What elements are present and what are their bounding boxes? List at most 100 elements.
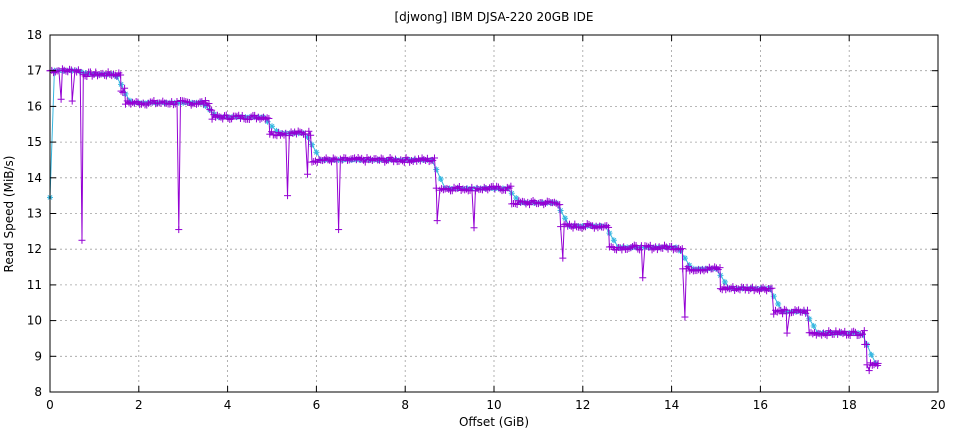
raw-point [406,158,414,166]
raw-point [113,72,121,80]
raw-point [109,70,117,78]
axis-ticks: 0 2 4 6 8 10 12 14 16 18 20 8 9 10 11 12 13 14 15 16 17 18 [27,28,946,412]
raw-point [639,274,647,282]
raw-point [816,330,824,338]
raw-point [193,100,201,108]
raw-point [213,111,221,119]
raw-point [307,131,315,139]
star-d2 [558,208,564,213]
smoothed-point [810,322,817,329]
raw-point [462,185,470,193]
raw-point [768,284,776,292]
y-tick-label: 14 [27,171,42,185]
raw-point [194,99,202,107]
star-d2 [309,142,315,148]
raw-point [678,245,686,253]
raw-point [757,285,765,293]
raw-point [748,283,756,291]
raw-point [448,187,456,195]
raw-point [379,155,387,163]
star-d2 [722,279,728,285]
raw-point [57,95,65,103]
y-tick-label: 10 [27,314,42,328]
raw-point [482,185,490,193]
raw-point [855,332,863,340]
smoothed-point [437,175,444,182]
raw-point [486,184,494,192]
raw-point [578,224,586,232]
raw-point [688,266,696,274]
raw-point [585,220,593,228]
star-d2 [682,255,688,261]
star-d2 [811,323,817,329]
raw-point [569,224,577,232]
raw-point [310,158,318,166]
raw-point [821,330,829,338]
raw-point [700,267,708,275]
raw-point [399,157,407,165]
y-tick-label: 9 [34,349,42,363]
raw-point [457,186,465,194]
raw-point [289,129,297,137]
raw-point [222,111,230,119]
raw-point [455,183,463,191]
x-tick-label: 20 [930,398,945,412]
raw-point [356,155,364,163]
raw-point [397,156,405,164]
raw-point [285,132,293,140]
raw-point [625,244,633,252]
raw-point [425,158,433,166]
raw-point [443,184,451,192]
raw-point [860,327,868,335]
raw-series [46,65,882,375]
raw-point [208,115,216,123]
raw-point [215,113,223,121]
smoothed-point [770,293,777,300]
x-tick-label: 0 [46,398,54,412]
raw-point [629,243,637,251]
raw-point [79,70,87,78]
raw-point [173,97,181,105]
raw-point [645,243,653,251]
raw-point [716,264,724,272]
raw-point [526,201,534,209]
raw-point [660,241,668,249]
raw-point [420,155,428,163]
star-d2 [313,149,319,155]
raw-point [94,72,102,80]
raw-point [832,327,840,335]
raw-point [709,265,717,273]
smoothed-point [557,207,564,214]
raw-point [507,182,515,190]
raw-point [81,72,89,80]
star-d2 [868,352,874,358]
raw-point [480,183,488,191]
raw-point [121,84,129,92]
raw-point [445,185,453,193]
raw-point [477,185,485,193]
raw-point [423,154,431,162]
raw-point [560,221,568,229]
raw-point [729,283,737,291]
star-d2 [775,301,781,307]
raw-point [844,331,852,339]
y-tick-label: 16 [27,99,42,113]
raw-point [809,330,817,338]
star-d2 [513,195,519,201]
raw-point [431,154,439,162]
raw-point [359,156,367,164]
raw-point [251,111,259,119]
smoothed-point [433,166,440,173]
raw-point [217,113,225,121]
raw-point [863,361,871,369]
raw-point [205,100,213,108]
star-d2 [78,69,84,75]
x-tick-label: 18 [842,398,857,412]
raw-point [846,332,854,340]
y-tick-label: 11 [27,278,42,292]
smoothed-series [47,67,879,367]
raw-point [851,328,859,336]
raw-point [773,308,781,316]
raw-point [162,99,170,107]
raw-point [106,71,114,79]
